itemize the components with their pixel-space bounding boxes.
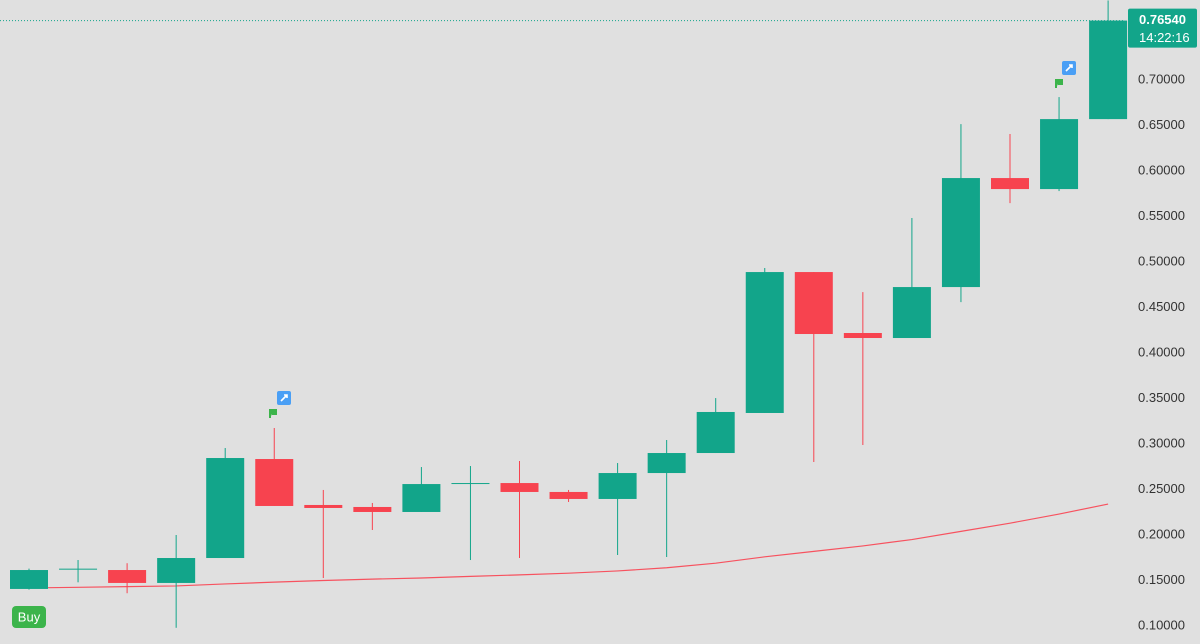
candle-body xyxy=(451,483,490,485)
y-tick-label: 0.60000 xyxy=(1138,162,1185,177)
candle-body xyxy=(696,411,735,454)
y-tick-label: 0.65000 xyxy=(1138,117,1185,132)
candle-body xyxy=(1040,119,1079,190)
candle-body xyxy=(255,459,294,506)
candle-body xyxy=(157,558,196,583)
candle-body xyxy=(10,570,48,589)
moving-average xyxy=(28,503,1109,589)
y-tick-label: 0.30000 xyxy=(1138,435,1185,450)
candle-body xyxy=(647,453,686,474)
y-tick-label: 0.50000 xyxy=(1138,253,1185,268)
candle-body xyxy=(59,568,98,570)
candle-body xyxy=(549,491,588,499)
buy-signal: Buy xyxy=(18,609,41,624)
flag-icon xyxy=(269,409,277,418)
candle-body xyxy=(206,458,245,559)
arrow-glyph xyxy=(1065,64,1073,72)
candle-body xyxy=(794,272,833,335)
candle-body xyxy=(892,287,931,339)
price-label: 0.76540 xyxy=(1139,12,1186,27)
candle-body xyxy=(941,178,980,288)
price-badge xyxy=(1128,8,1197,48)
y-tick-label: 0.15000 xyxy=(1138,572,1185,587)
candle-body xyxy=(843,333,882,339)
y-tick-label: 0.45000 xyxy=(1138,299,1185,314)
y-tick-label: 0.20000 xyxy=(1138,526,1185,541)
arrow-glyph xyxy=(280,394,288,402)
candle-body xyxy=(598,473,637,499)
candle-body xyxy=(745,272,784,413)
candle-body xyxy=(108,570,147,583)
flag-icon xyxy=(1055,79,1063,88)
y-tick-label: 0.70000 xyxy=(1138,72,1185,87)
candle-body xyxy=(500,483,539,492)
candle-body xyxy=(353,506,392,512)
candle-body xyxy=(304,504,343,508)
countdown: 14:22:16 xyxy=(1139,30,1190,45)
candle-body xyxy=(1089,20,1128,120)
signal-icons xyxy=(269,61,1076,418)
y-tick-label: 0.10000 xyxy=(1138,617,1185,632)
y-tick-label: 0.25000 xyxy=(1138,481,1185,496)
y-tick-label: 0.55000 xyxy=(1138,208,1185,223)
y-tick-label: 0.40000 xyxy=(1138,344,1185,359)
candle-body xyxy=(991,178,1029,190)
buy-badge xyxy=(12,606,46,628)
candle-body xyxy=(402,484,441,512)
y-tick-label: 0.35000 xyxy=(1138,390,1185,405)
